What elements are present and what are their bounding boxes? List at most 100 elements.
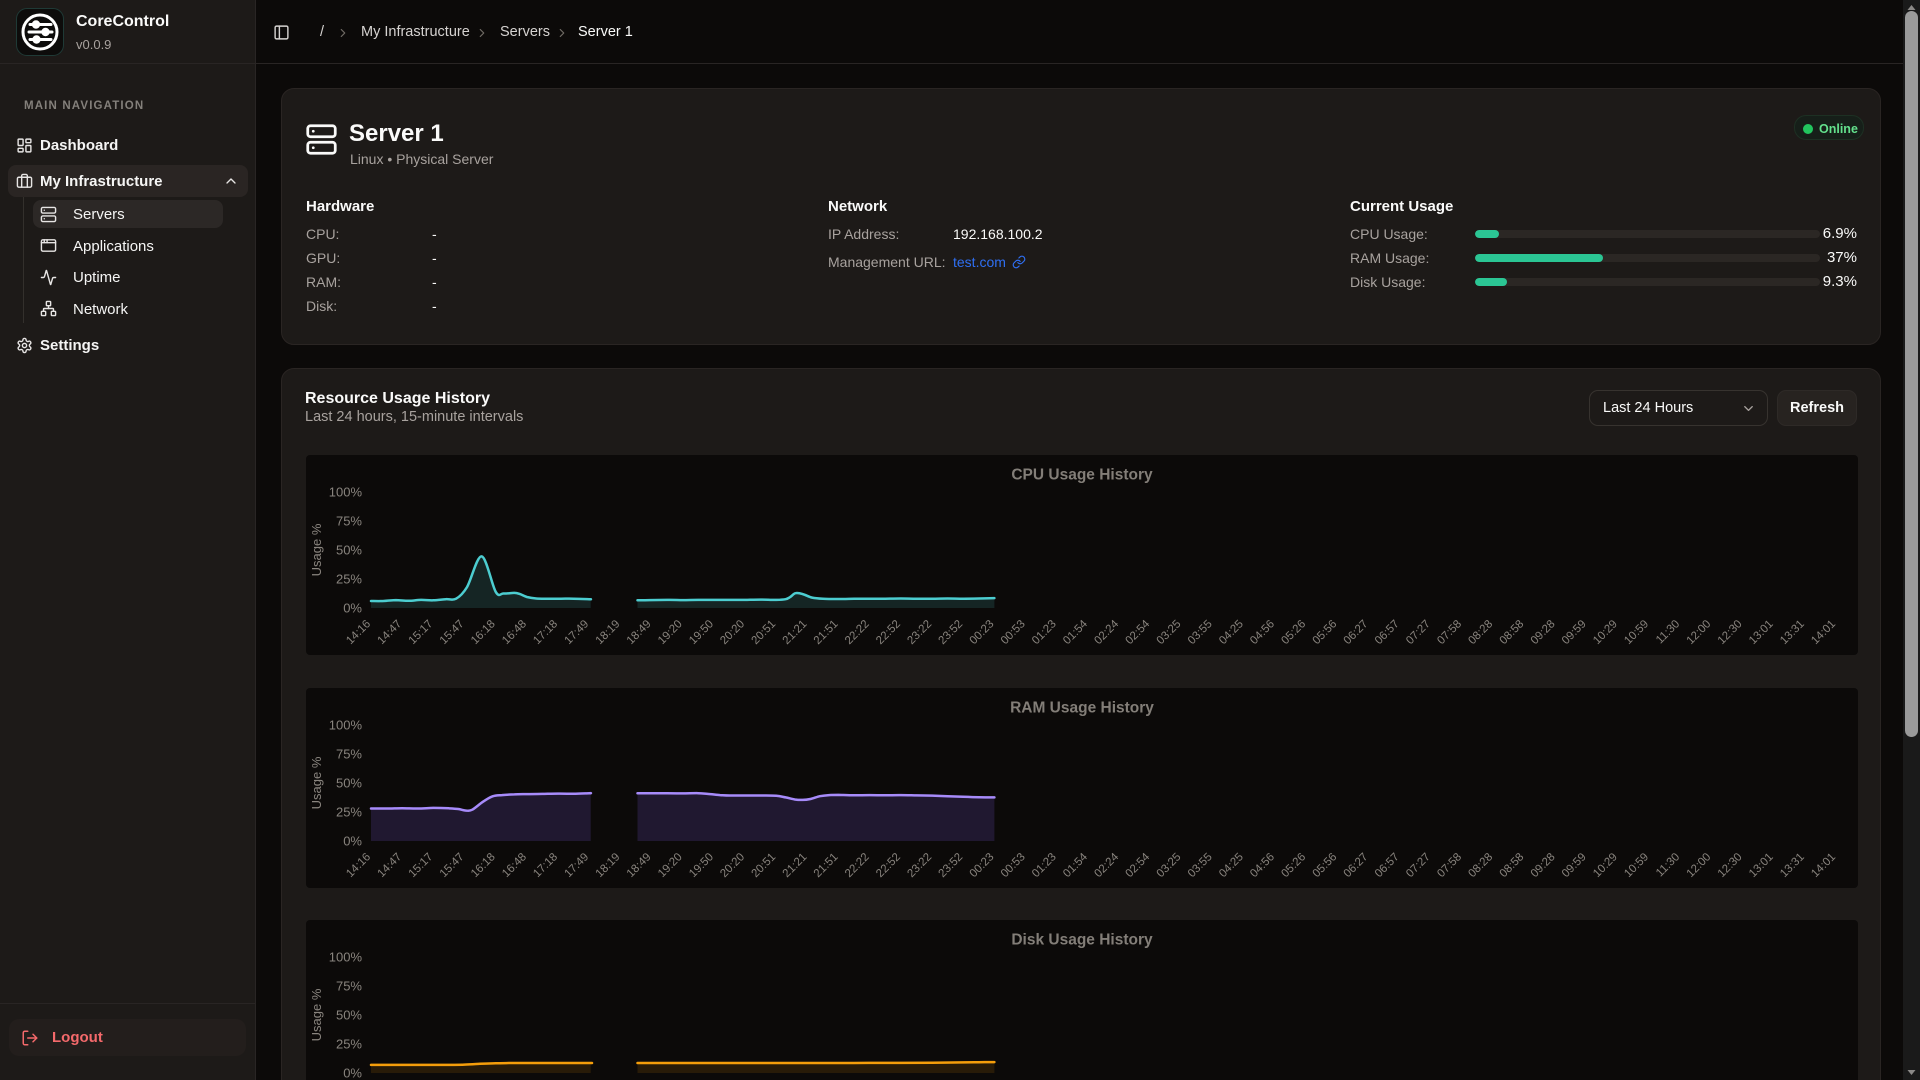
svg-text:09:59: 09:59 xyxy=(1560,618,1589,647)
svg-text:16:18: 16:18 xyxy=(469,851,498,880)
svg-text:25%: 25% xyxy=(336,572,362,587)
svg-text:13:31: 13:31 xyxy=(1778,851,1807,880)
svg-text:75%: 75% xyxy=(336,747,362,762)
svg-text:15:47: 15:47 xyxy=(438,851,467,880)
svg-text:11:30: 11:30 xyxy=(1654,618,1682,646)
svg-text:04:25: 04:25 xyxy=(1217,618,1246,647)
svg-text:20:20: 20:20 xyxy=(718,851,747,880)
svg-text:06:57: 06:57 xyxy=(1373,851,1402,880)
svg-text:07:27: 07:27 xyxy=(1404,618,1433,647)
svg-text:17:18: 17:18 xyxy=(531,618,560,647)
svg-text:0%: 0% xyxy=(343,834,362,849)
svg-text:13:31: 13:31 xyxy=(1778,618,1807,647)
svg-text:13:01: 13:01 xyxy=(1747,851,1776,880)
svg-text:01:54: 01:54 xyxy=(1061,851,1090,880)
svg-text:05:56: 05:56 xyxy=(1311,618,1340,647)
svg-text:07:58: 07:58 xyxy=(1435,851,1464,880)
svg-text:16:48: 16:48 xyxy=(500,851,529,880)
svg-text:01:54: 01:54 xyxy=(1061,618,1090,647)
svg-text:06:27: 06:27 xyxy=(1342,618,1371,647)
svg-text:02:54: 02:54 xyxy=(1123,851,1152,880)
svg-text:25%: 25% xyxy=(336,805,362,820)
svg-text:22:22: 22:22 xyxy=(843,851,872,880)
svg-text:01:23: 01:23 xyxy=(1030,618,1059,647)
svg-text:19:50: 19:50 xyxy=(687,618,716,647)
svg-text:25%: 25% xyxy=(336,1037,362,1052)
svg-text:18:19: 18:19 xyxy=(594,618,623,647)
svg-text:23:52: 23:52 xyxy=(936,618,965,647)
svg-text:10:59: 10:59 xyxy=(1622,618,1651,647)
svg-text:21:21: 21:21 xyxy=(781,618,810,647)
svg-text:23:52: 23:52 xyxy=(936,851,965,880)
svg-text:09:28: 09:28 xyxy=(1529,618,1558,647)
svg-text:18:19: 18:19 xyxy=(594,851,623,880)
svg-text:21:51: 21:51 xyxy=(812,618,841,647)
svg-text:12:30: 12:30 xyxy=(1716,618,1745,647)
svg-text:22:22: 22:22 xyxy=(843,618,872,647)
svg-text:04:56: 04:56 xyxy=(1248,618,1277,647)
svg-text:100%: 100% xyxy=(329,718,363,733)
svg-text:03:25: 03:25 xyxy=(1155,851,1184,880)
svg-text:12:00: 12:00 xyxy=(1685,618,1714,647)
svg-text:14:01: 14:01 xyxy=(1809,851,1838,880)
svg-text:09:28: 09:28 xyxy=(1529,851,1558,880)
svg-text:00:23: 00:23 xyxy=(968,851,997,880)
svg-text:Usage %: Usage % xyxy=(309,988,324,1041)
svg-text:02:24: 02:24 xyxy=(1092,851,1121,880)
svg-text:CPU Usage History: CPU Usage History xyxy=(1011,467,1153,484)
svg-text:75%: 75% xyxy=(336,514,362,529)
svg-text:RAM Usage History: RAM Usage History xyxy=(1010,700,1154,717)
svg-text:17:49: 17:49 xyxy=(562,618,591,647)
svg-text:05:26: 05:26 xyxy=(1279,851,1308,880)
svg-text:05:26: 05:26 xyxy=(1279,618,1308,647)
svg-text:04:25: 04:25 xyxy=(1217,851,1246,880)
svg-text:100%: 100% xyxy=(329,485,363,500)
svg-text:00:53: 00:53 xyxy=(999,851,1028,880)
svg-text:05:56: 05:56 xyxy=(1311,851,1340,880)
svg-text:16:48: 16:48 xyxy=(500,618,529,647)
svg-text:21:21: 21:21 xyxy=(781,851,810,880)
svg-text:50%: 50% xyxy=(336,543,362,558)
svg-text:00:53: 00:53 xyxy=(999,618,1028,647)
svg-text:12:00: 12:00 xyxy=(1685,851,1714,880)
svg-text:23:22: 23:22 xyxy=(905,618,934,647)
svg-text:00:23: 00:23 xyxy=(968,618,997,647)
svg-text:15:47: 15:47 xyxy=(438,618,467,647)
svg-text:19:50: 19:50 xyxy=(687,851,716,880)
svg-text:11:30: 11:30 xyxy=(1654,851,1682,879)
svg-text:0%: 0% xyxy=(343,1066,362,1080)
svg-text:14:16: 14:16 xyxy=(344,851,373,880)
svg-text:10:59: 10:59 xyxy=(1622,851,1651,880)
svg-text:14:47: 14:47 xyxy=(375,618,404,647)
svg-text:22:52: 22:52 xyxy=(874,851,903,880)
svg-text:0%: 0% xyxy=(343,601,362,616)
svg-text:14:47: 14:47 xyxy=(375,851,404,880)
svg-text:15:17: 15:17 xyxy=(407,851,436,880)
svg-text:08:58: 08:58 xyxy=(1498,618,1527,647)
svg-text:06:27: 06:27 xyxy=(1342,851,1371,880)
svg-text:75%: 75% xyxy=(336,979,362,994)
svg-text:12:30: 12:30 xyxy=(1716,851,1745,880)
svg-text:08:58: 08:58 xyxy=(1498,851,1527,880)
svg-text:08:28: 08:28 xyxy=(1466,851,1495,880)
svg-text:02:54: 02:54 xyxy=(1123,618,1152,647)
svg-text:03:55: 03:55 xyxy=(1186,851,1215,880)
svg-text:21:51: 21:51 xyxy=(812,851,841,880)
svg-text:09:59: 09:59 xyxy=(1560,851,1589,880)
svg-text:18:49: 18:49 xyxy=(625,618,654,647)
svg-text:13:01: 13:01 xyxy=(1747,618,1776,647)
svg-text:14:01: 14:01 xyxy=(1809,618,1838,647)
svg-text:20:51: 20:51 xyxy=(749,618,778,647)
svg-text:17:49: 17:49 xyxy=(562,851,591,880)
svg-text:22:52: 22:52 xyxy=(874,618,903,647)
svg-text:03:55: 03:55 xyxy=(1186,618,1215,647)
svg-text:Usage %: Usage % xyxy=(309,756,324,809)
svg-text:50%: 50% xyxy=(336,776,362,791)
svg-text:100%: 100% xyxy=(329,950,363,965)
svg-text:07:27: 07:27 xyxy=(1404,851,1433,880)
svg-text:06:57: 06:57 xyxy=(1373,618,1402,647)
svg-text:14:16: 14:16 xyxy=(344,618,373,647)
svg-text:03:25: 03:25 xyxy=(1155,618,1184,647)
svg-text:19:20: 19:20 xyxy=(656,851,685,880)
svg-text:10:29: 10:29 xyxy=(1591,618,1620,647)
